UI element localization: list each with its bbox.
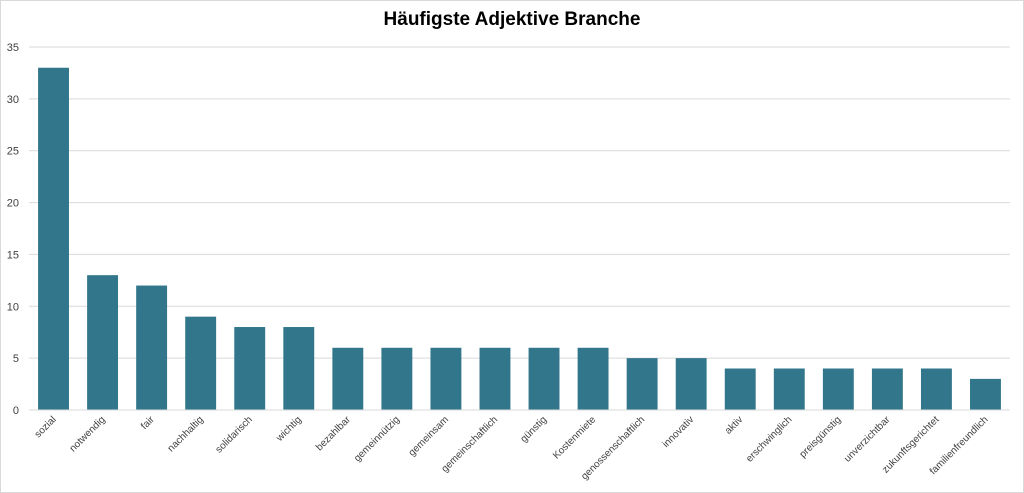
bar-notwendig xyxy=(87,275,119,410)
bar-innovativ xyxy=(675,358,707,410)
x-tick-label: bezahlbar xyxy=(314,414,353,453)
y-tick-label: 10 xyxy=(7,301,19,313)
y-tick-label: 25 xyxy=(7,146,19,158)
x-tick-label: notwendig xyxy=(68,414,108,454)
bar-nachhaltig xyxy=(185,316,217,410)
chart-title: Häufigste Adjektive Branche xyxy=(383,9,641,30)
x-tick-label: aktiv xyxy=(723,414,745,436)
bar-solidarisch xyxy=(234,327,266,410)
x-tick-label: preisgünstig xyxy=(798,414,844,460)
x-axis-labels: sozial notwendig fair nachhaltig solidarisch… xyxy=(33,414,991,482)
bars xyxy=(38,67,1001,410)
x-tick-label: wichtig xyxy=(274,414,304,444)
y-tick-label: 5 xyxy=(13,353,19,365)
bar-aktiv xyxy=(724,368,756,410)
x-tick-label: innovativ xyxy=(661,414,697,450)
bar-unverzichtbar xyxy=(871,368,903,410)
bar-sozial xyxy=(38,67,69,410)
gridlines xyxy=(29,46,1010,359)
y-axis-ticks: 0 5 10 15 20 25 30 35 xyxy=(7,42,19,417)
x-tick-label: unverzichtbar xyxy=(842,414,893,465)
bar-kostenmiete xyxy=(577,347,609,410)
y-tick-label: 30 xyxy=(7,94,19,106)
x-tick-label: erschwinglich xyxy=(744,414,794,464)
bar-bezahlbar xyxy=(332,347,364,410)
y-tick-label: 20 xyxy=(7,198,19,210)
bar-preisgünstig xyxy=(822,368,854,410)
y-tick-label: 0 xyxy=(13,405,19,417)
bar-gemeinschaftlich xyxy=(479,347,511,410)
x-tick-label: günstig xyxy=(519,414,550,445)
y-tick-label: 15 xyxy=(7,249,19,261)
bar-wichtig xyxy=(283,327,315,410)
bar-zukunftsgerichtet xyxy=(920,368,952,410)
x-tick-label: Kostenmiete xyxy=(551,414,598,461)
bar-gemeinsam xyxy=(430,347,462,410)
x-tick-label: solidarisch xyxy=(214,414,255,455)
bar-erschwinglich xyxy=(773,368,805,410)
x-tick-label: sozial xyxy=(33,414,59,440)
bar-familienfreundlich xyxy=(970,378,1001,410)
x-tick-label: gemeinsam xyxy=(407,414,451,458)
bar-fair xyxy=(136,285,168,410)
x-tick-label: gemeinnützig xyxy=(352,414,402,464)
bar-gemeinnützig xyxy=(381,347,413,410)
x-tick-label: nachhaltig xyxy=(166,414,206,454)
bar-günstig xyxy=(528,347,560,410)
bar-genossenschaftlich xyxy=(626,358,658,410)
x-tick-label: fair xyxy=(139,414,157,432)
y-tick-label: 35 xyxy=(7,42,19,54)
